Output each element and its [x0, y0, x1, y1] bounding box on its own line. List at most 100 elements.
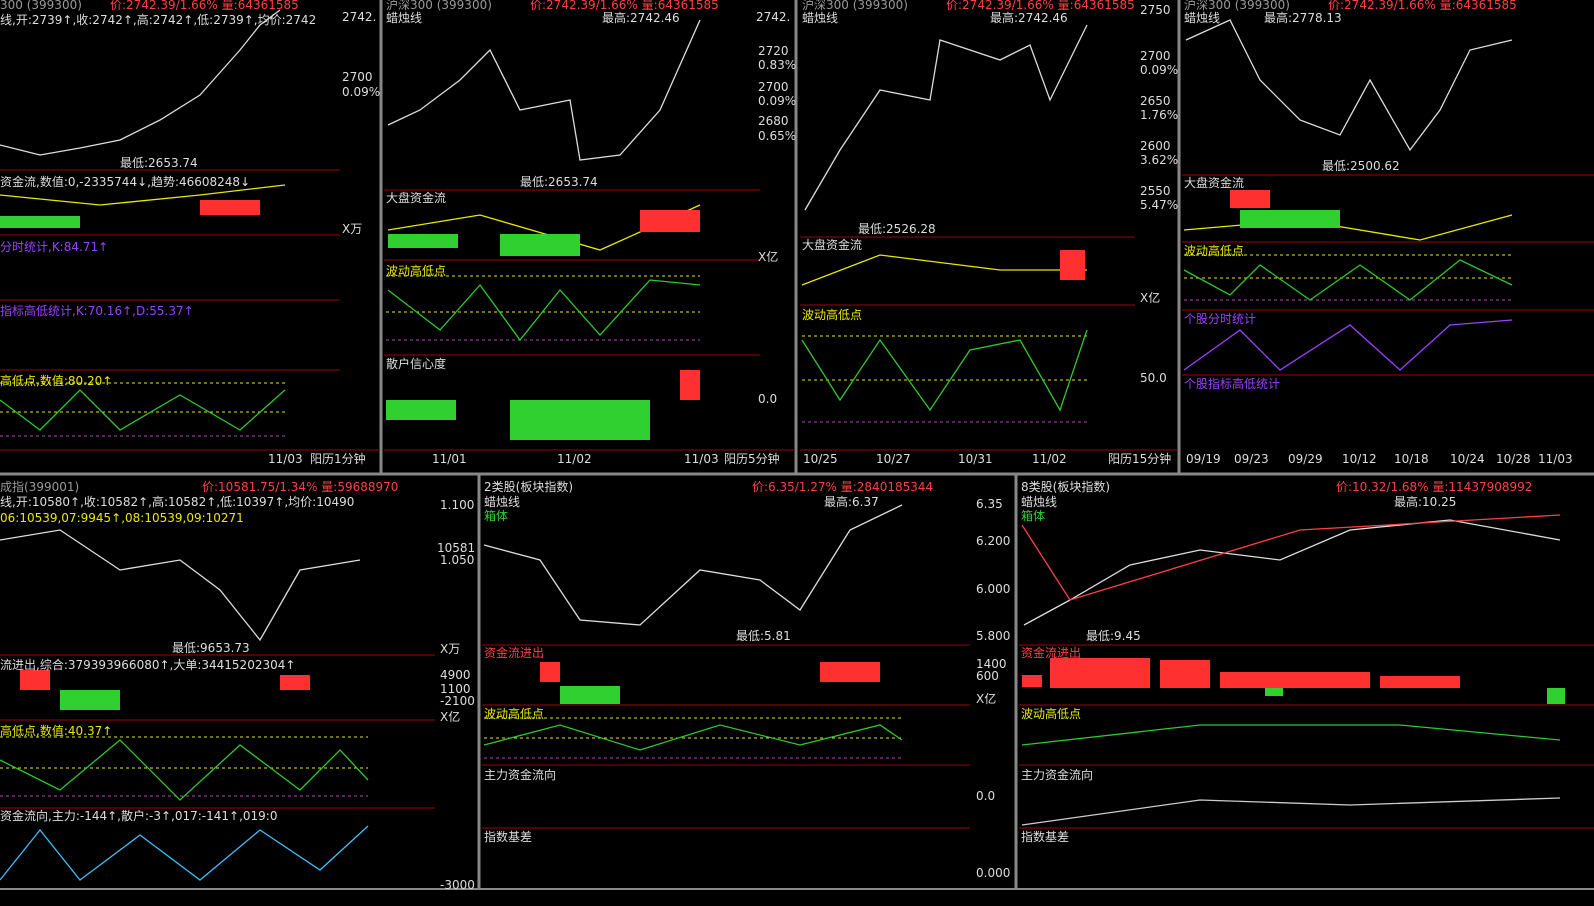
axis-label: 0.000: [976, 866, 1010, 880]
axis-label: 2600: [1140, 139, 1171, 153]
date: 11/03: [268, 452, 303, 466]
series-name: 蜡烛线: [484, 495, 520, 509]
labels: 价:2742.39/1.66% 量:64361585 300 (399300) …: [0, 0, 1573, 892]
series-name: 蜡烛线: [802, 11, 838, 25]
low: 最低:2500.62: [1322, 159, 1400, 173]
axis-label: 2700: [342, 70, 373, 84]
title: 2类股(板块指数): [484, 479, 573, 494]
axis-label: 50.0: [1140, 371, 1167, 385]
axis-label: 0.65%: [758, 129, 796, 143]
title: 成指(399001): [0, 479, 79, 494]
indicator: 波动高低点: [802, 307, 862, 322]
quote: 价:2742.39/1.66% 量:64361585: [1328, 0, 1517, 12]
indicator: 高低点,数值:80.20↑: [0, 373, 112, 388]
info: 线,开:10580↑,收:10582↑,高:10582↑,低:10397↑,均价…: [0, 494, 354, 509]
quote: 价:10581.75/1.34% 量:59688970: [202, 480, 398, 494]
period: 阳历15分钟: [1108, 451, 1171, 466]
axis-label: 1.76%: [1140, 108, 1178, 122]
low: 最低:5.81: [736, 629, 791, 643]
period: 阳历5分钟: [724, 451, 780, 466]
axis-label: X亿: [758, 249, 778, 264]
axis-label: 2742.: [756, 10, 790, 24]
series-name: 蜡烛线: [386, 11, 422, 25]
axis-label: 0.0: [976, 789, 995, 803]
indicator: 资金流,数值:0,-2335744↓,趋势:46608248↓: [0, 174, 250, 189]
series-name: 蜡烛线: [1184, 11, 1220, 25]
indicator: 分时统计,K:84.71↑: [0, 240, 108, 254]
axis-label: 1400: [976, 657, 1007, 671]
date: 10/24: [1450, 452, 1485, 466]
axis-label: 10581: [437, 541, 475, 555]
axis-label: 2720: [758, 44, 789, 58]
indicator: 波动高低点: [1021, 706, 1081, 721]
date: 10/12: [1342, 452, 1377, 466]
indicator: 大盘资金流: [1184, 175, 1244, 190]
info: 线,开:2739↑,收:2742↑,高:2742↑,低:2739↑,均价:274…: [0, 12, 316, 27]
axis-label: 1.050: [440, 553, 474, 567]
title: 8类股(板块指数): [1021, 479, 1110, 494]
date: 09/23: [1234, 452, 1269, 466]
date: 11/03: [684, 452, 719, 466]
indicator: 散户信心度: [386, 356, 446, 371]
axis-label: X亿: [976, 691, 996, 706]
indicator: 指数基差: [1021, 829, 1069, 844]
high: 最高:2742.46: [990, 10, 1068, 25]
date: 10/18: [1394, 452, 1429, 466]
date: 11/03: [1538, 452, 1573, 466]
axis-label: 0.83%: [758, 58, 796, 72]
high: 最高:2742.46: [602, 10, 680, 25]
axis-label: 5.47%: [1140, 198, 1178, 212]
series-name: 蜡烛线: [1021, 495, 1057, 509]
axis-label: 0.09%: [758, 94, 796, 108]
high: 最高:6.37: [824, 494, 879, 509]
title: 沪深300 (399300): [802, 0, 908, 12]
indicator: 流进出,综合:379393966080↑,大单:34415202304↑: [0, 657, 295, 672]
date: 11/02: [1032, 452, 1067, 466]
axis-label: 1100: [440, 682, 471, 696]
axis-label: 6.35: [976, 497, 1003, 511]
axis-label: 2680: [758, 114, 789, 128]
indicator: 波动高低点: [484, 706, 544, 721]
date: 11/02: [557, 452, 592, 466]
axis-label: 0.09%: [342, 85, 380, 99]
axis-label: 2650: [1140, 94, 1171, 108]
axis-label: 3.62%: [1140, 153, 1178, 167]
date: 11/01: [432, 452, 467, 466]
indicator: 个股指标高低统计: [1184, 376, 1280, 391]
indicator: 主力资金流向: [484, 767, 556, 782]
date: 10/28: [1496, 452, 1531, 466]
indicator: 主力资金流向: [1021, 767, 1093, 782]
series-name: 箱体: [484, 508, 508, 523]
indicator: 波动高低点: [1184, 243, 1244, 258]
date: 10/27: [876, 452, 911, 466]
title: 沪深300 (399300): [386, 0, 492, 12]
low: 最低:2653.74: [120, 156, 198, 170]
axis-label: X亿: [1140, 290, 1160, 305]
indicator: 指标高低统计,K:70.16↑,D:55.37↑: [0, 303, 194, 318]
axis-label: 2700: [758, 80, 789, 94]
date: 10/31: [958, 452, 993, 466]
axis-label: 6.000: [976, 582, 1010, 596]
axis-label: 5.800: [976, 629, 1010, 643]
period: 阳历1分钟: [310, 451, 366, 466]
axis-label: 1.100: [440, 498, 474, 512]
indicator: 指数基差: [484, 829, 532, 844]
quote: 价:10.32/1.68% 量:11437908992: [1336, 480, 1532, 494]
axis-label: 2750: [1140, 3, 1171, 17]
axis-label: 2550: [1140, 184, 1171, 198]
indicator: 资金流进出: [484, 645, 544, 660]
indicator: 个股分时统计: [1184, 312, 1256, 326]
info: 06:10539,07:9945↑,08:10539,09:10271: [0, 511, 244, 525]
quote: 价:2742.39/1.66% 量:64361585: [530, 0, 719, 12]
axis-label: X亿: [440, 709, 460, 724]
date: 09/29: [1288, 452, 1323, 466]
low: 最低:9.45: [1086, 629, 1141, 643]
date: 10/25: [803, 452, 838, 466]
axis-label: 2742.: [342, 10, 376, 24]
axis-label: -2100: [440, 694, 475, 708]
title: 沪深300 (399300): [1184, 0, 1290, 12]
axis-label: 0.0: [758, 392, 777, 406]
axis-label: 2700: [1140, 49, 1171, 63]
